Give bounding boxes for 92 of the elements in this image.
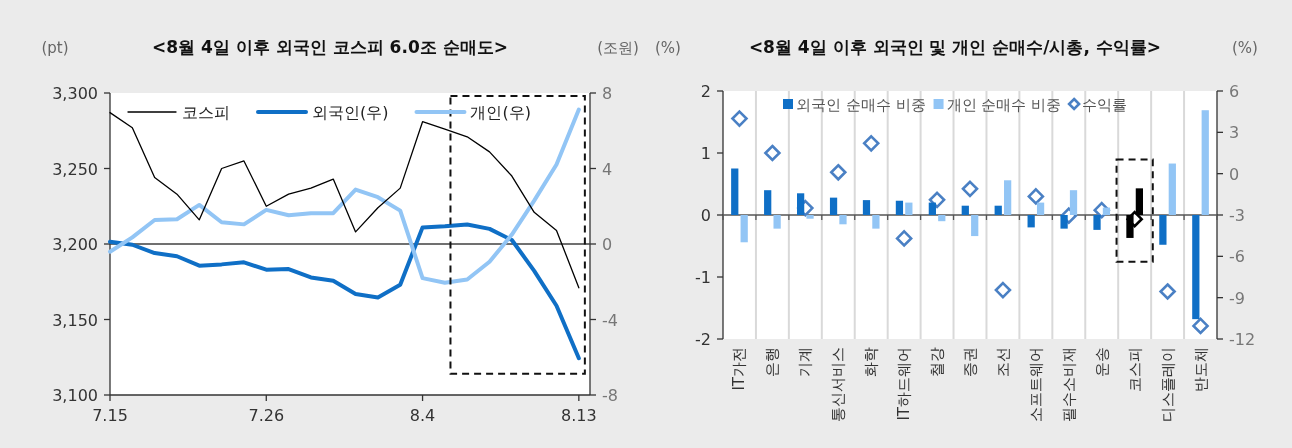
bar: [961, 205, 969, 215]
point: [1027, 188, 1045, 205]
y2-tick-label: 6: [1229, 82, 1240, 101]
bar: [1060, 215, 1068, 229]
legend-label: 외국인 순매수 비중: [796, 96, 926, 114]
y-tick-label: 3,250: [52, 159, 98, 179]
bar: [773, 215, 781, 229]
point: [895, 230, 913, 247]
chart-title: <8월 4일 이후 외국인 및 개인 순매수/시총, 수익률>: [748, 37, 1162, 57]
legend-label: 외국인(우): [312, 103, 389, 122]
chart-title: <8월 4일 이후 외국인 코스피 6.0조 순매도>: [152, 37, 508, 57]
y2-tick-label: 0: [1229, 164, 1240, 184]
y2-tick-label: -9: [1229, 288, 1245, 308]
bar: [764, 190, 772, 215]
x-tick-label: IT가전: [730, 347, 749, 391]
bar: [731, 168, 739, 215]
x-tick-label: 증권: [961, 347, 979, 377]
x-tick-label: IT하드웨어: [895, 347, 914, 421]
bar: [1069, 190, 1078, 215]
x-tick-label: 화학: [862, 347, 881, 377]
point: [928, 191, 946, 209]
x-tick-label: 8.4: [409, 406, 436, 425]
bar: [895, 200, 904, 215]
y-axis-title: (pt): [41, 39, 69, 57]
legend-label: 개인(우): [470, 103, 531, 122]
bar: [994, 205, 1002, 215]
x-tick-label: 코스피: [1125, 347, 1144, 392]
x-tick-label: 디스플레이: [1158, 347, 1177, 422]
y2-tick-label: -4: [602, 310, 618, 330]
bar: [1093, 215, 1101, 230]
bar: [806, 215, 814, 219]
y2-tick-label: -12: [1229, 330, 1256, 349]
point: [731, 110, 748, 127]
y2-tick-label: -3: [1229, 206, 1245, 225]
bar: [1201, 110, 1209, 215]
x-tick-label: 소프트웨어: [1026, 347, 1045, 422]
x-tick-label: 8.13: [561, 406, 597, 425]
point: [862, 135, 880, 152]
bar: [971, 215, 979, 237]
legend-label: 수익률: [1082, 96, 1128, 114]
bar: [862, 200, 871, 215]
y2-tick-label: -8: [602, 386, 618, 405]
y2-tick-label: 0: [602, 235, 613, 254]
y2-tick-label: 8: [602, 84, 613, 103]
legend-label: 코스피: [182, 103, 230, 122]
x-tick-label: 통신서비스: [829, 347, 848, 422]
bar: [1159, 215, 1167, 245]
x-tick-label: 반도체: [1191, 347, 1210, 392]
bar: [938, 215, 946, 222]
point: [764, 144, 781, 162]
bar: [905, 202, 913, 215]
bar: [1027, 215, 1035, 228]
point: [1159, 283, 1176, 300]
bar: [1192, 215, 1200, 320]
x-tick-label: 조선: [993, 347, 1012, 377]
x-tick-label: 필수소비재: [1059, 347, 1078, 422]
y2-tick-label: -6: [1229, 247, 1245, 267]
bar: [928, 202, 936, 215]
y-tick-label: 1: [700, 144, 711, 163]
y2-tick-label: 3: [1229, 123, 1240, 143]
y-tick-label: -1: [695, 268, 711, 287]
x-tick-label: 철강: [928, 347, 947, 377]
point: [829, 163, 847, 181]
bar: [1004, 180, 1012, 215]
x-tick-label: 운송: [1092, 347, 1111, 377]
x-tick-label: 은행: [763, 347, 782, 377]
y-tick-label: 3,300: [52, 84, 98, 103]
x-tick-label: 기계: [796, 347, 815, 377]
bar: [839, 215, 847, 225]
y-tick-label: -2: [695, 330, 711, 349]
y-tick-label: 3,200: [52, 235, 98, 254]
bar: [829, 197, 838, 215]
y-tick-label: 2: [700, 82, 711, 101]
y-tick-label: 0: [700, 206, 711, 225]
legend-label: 개인 순매수 비중: [946, 96, 1062, 114]
bar: [1168, 163, 1176, 215]
x-tick-label: 7.15: [92, 406, 128, 425]
y2-axis-title: (%): [1232, 39, 1258, 57]
bar: [740, 215, 748, 243]
point: [961, 180, 979, 198]
y-axis-title: (%): [655, 39, 681, 57]
point: [994, 281, 1012, 299]
bar: [797, 193, 805, 215]
bar: [1036, 202, 1045, 215]
y2-tick-label: 4: [602, 159, 613, 179]
x-tick-label: 7.26: [248, 406, 285, 425]
y-tick-label: 3,100: [52, 386, 98, 405]
bar: [872, 215, 880, 229]
y-tick-label: 3,150: [52, 310, 98, 330]
y2-axis-title: (조원): [597, 39, 639, 57]
point: [1192, 317, 1209, 335]
bar: [1102, 207, 1111, 215]
